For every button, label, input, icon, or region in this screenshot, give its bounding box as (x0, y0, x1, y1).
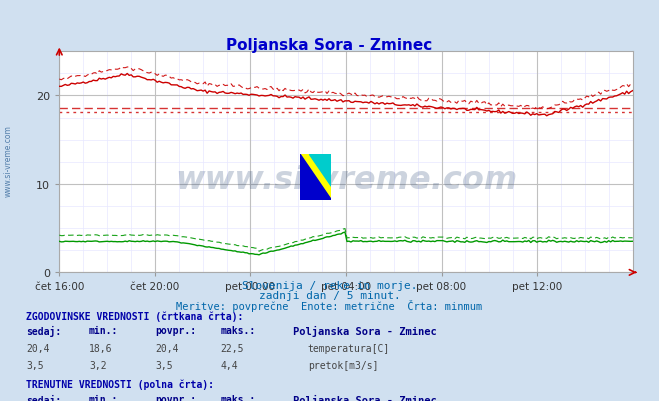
Text: 20,4: 20,4 (26, 343, 50, 352)
Text: 3,5: 3,5 (155, 360, 173, 370)
Text: Poljanska Sora - Zminec: Poljanska Sora - Zminec (227, 38, 432, 53)
Text: sedaj:: sedaj: (26, 393, 61, 401)
Text: povpr.:: povpr.: (155, 393, 196, 401)
Text: temperatura[C]: temperatura[C] (308, 343, 390, 352)
Text: pretok[m3/s]: pretok[m3/s] (308, 360, 378, 370)
Text: Poljanska Sora - Zminec: Poljanska Sora - Zminec (293, 326, 437, 336)
Text: sedaj:: sedaj: (26, 326, 61, 336)
Text: min.:: min.: (89, 393, 119, 401)
Text: 3,2: 3,2 (89, 360, 107, 370)
Text: 4,4: 4,4 (221, 360, 239, 370)
Text: www.si-vreme.com: www.si-vreme.com (175, 164, 517, 196)
Text: 20,4: 20,4 (155, 343, 179, 352)
Text: min.:: min.: (89, 326, 119, 335)
Text: 18,6: 18,6 (89, 343, 113, 352)
Text: ZGODOVINSKE VREDNOSTI (črtkana črta):: ZGODOVINSKE VREDNOSTI (črtkana črta): (26, 311, 244, 321)
Text: TRENUTNE VREDNOSTI (polna črta):: TRENUTNE VREDNOSTI (polna črta): (26, 379, 214, 389)
Text: Meritve: povprečne  Enote: metrične  Črta: minmum: Meritve: povprečne Enote: metrične Črta:… (177, 299, 482, 311)
Text: povpr.:: povpr.: (155, 326, 196, 335)
Text: maks.:: maks.: (221, 393, 256, 401)
Text: Slovenija / reke in morje.: Slovenija / reke in morje. (242, 281, 417, 291)
Text: maks.:: maks.: (221, 326, 256, 335)
Text: Poljanska Sora - Zminec: Poljanska Sora - Zminec (293, 393, 437, 401)
Polygon shape (300, 154, 331, 200)
Text: www.si-vreme.com: www.si-vreme.com (3, 125, 13, 196)
Text: zadnji dan / 5 minut.: zadnji dan / 5 minut. (258, 290, 401, 300)
Polygon shape (309, 154, 331, 187)
Text: 22,5: 22,5 (221, 343, 244, 352)
Text: 3,5: 3,5 (26, 360, 44, 370)
Polygon shape (300, 154, 331, 200)
